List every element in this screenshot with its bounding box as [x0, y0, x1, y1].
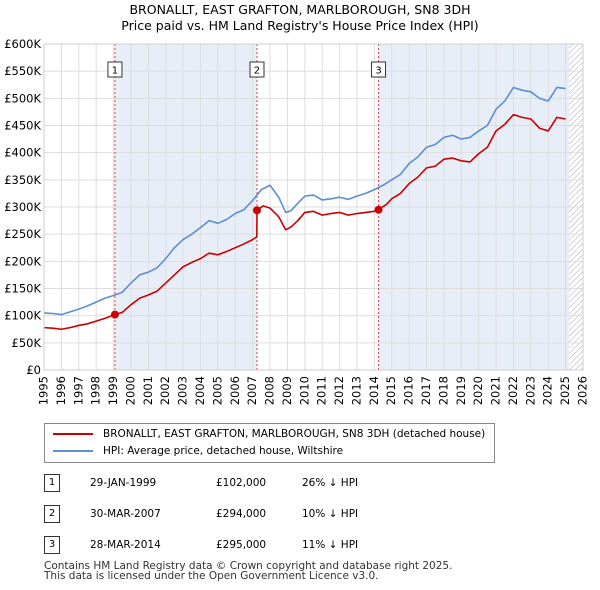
legend-swatch-hpi — [53, 450, 93, 452]
x-tick-label: 2006 — [228, 376, 242, 405]
x-tick-label: 2013 — [349, 376, 363, 405]
transaction-price: £294,000 — [216, 508, 267, 520]
footer-copyright: Contains HM Land Registry data © Crown c… — [44, 560, 453, 572]
y-tick-label: £300K — [4, 200, 41, 214]
legend-item-hpi: HPI: Average price, detached house, Wilt… — [53, 443, 343, 459]
x-tick-label: 2007 — [245, 376, 259, 405]
x-tick-label: 2008 — [263, 376, 277, 405]
x-tick-label: 2026 — [576, 376, 590, 405]
transaction-price: £102,000 — [216, 477, 267, 489]
x-tick-label: 1997 — [71, 376, 85, 405]
price-chart: 1 2 3 £0 £50K £100K £150K £200K £250K £300K £350K… — [4, 37, 590, 405]
legend: BRONALLT, EAST GRAFTON, MARLBOROUGH, SN8… — [44, 423, 495, 463]
y-tick-label: £50K — [12, 336, 42, 350]
transaction-marker-label: 2 — [254, 66, 260, 77]
legend-label-property: BRONALLT, EAST GRAFTON, MARLBOROUGH, SN8… — [103, 428, 486, 440]
x-tick-label: 2005 — [210, 376, 224, 405]
x-tick-label: 1998 — [89, 376, 103, 405]
y-tick-label: £150K — [4, 282, 41, 296]
x-tick-label: 2003 — [176, 376, 190, 405]
transaction-marker-box — [107, 61, 123, 78]
y-tick-label: £500K — [4, 91, 41, 105]
y-tick-label: £0 — [26, 363, 41, 377]
transaction-hpi-diff: 10% ↓ HPI — [302, 508, 359, 520]
transaction-point — [374, 205, 383, 214]
y-tick-label: £100K — [4, 309, 41, 323]
transaction-number: 1 — [44, 474, 60, 492]
transaction-marker-box — [371, 61, 387, 78]
x-tick-label: 2004 — [193, 376, 207, 405]
x-tick-label: 2011 — [315, 376, 329, 405]
y-tick-label: £250K — [4, 227, 41, 241]
transaction-date: 30-MAR-2007 — [90, 508, 161, 520]
x-tick-label: 2012 — [332, 376, 346, 405]
hpi-series-line — [43, 86, 566, 316]
y-tick-label: £200K — [4, 254, 41, 268]
x-tick-label: 2021 — [489, 376, 503, 405]
x-tick-label: 2001 — [141, 376, 155, 405]
y-tick-label: £350K — [4, 173, 41, 187]
transaction-point — [110, 310, 119, 319]
transaction-marker-label: 3 — [375, 66, 381, 77]
x-tick-label: 1996 — [54, 376, 68, 405]
x-tick-label: 2023 — [523, 376, 537, 405]
transaction-price: £295,000 — [216, 539, 267, 551]
legend-item-property: BRONALLT, EAST GRAFTON, MARLBOROUGH, SN8… — [53, 426, 485, 442]
y-tick-label: £450K — [4, 119, 41, 133]
x-tick-label: 2017 — [419, 376, 433, 405]
x-tick-label: 2016 — [402, 376, 416, 405]
transaction-number: 3 — [44, 536, 60, 554]
transaction-hpi-diff: 26% ↓ HPI — [302, 477, 359, 489]
legend-swatch-property — [53, 433, 93, 435]
x-tick-label: 1999 — [106, 376, 120, 405]
y-tick-label: £600K — [4, 37, 41, 51]
x-tick-label: 2018 — [436, 376, 450, 405]
x-tick-label: 2015 — [384, 376, 398, 405]
property-series-line — [43, 113, 566, 331]
x-tick-label: 2014 — [367, 376, 381, 405]
transaction-date: 29-JAN-1999 — [90, 477, 157, 489]
y-tick-label: £550K — [4, 64, 41, 78]
chart-subtitle: Price paid vs. HM Land Registry's House … — [121, 18, 479, 33]
footer-licence: This data is licensed under the Open Gov… — [44, 570, 379, 582]
transaction-marker-box — [249, 61, 265, 78]
x-tick-label: 2024 — [541, 376, 555, 405]
x-tick-label: 2002 — [158, 376, 172, 405]
legend-label-hpi: HPI: Average price, detached house, Wilt… — [103, 445, 344, 457]
x-tick-label: 2020 — [471, 376, 485, 405]
y-tick-label: £400K — [4, 146, 41, 160]
transaction-number: 2 — [44, 505, 60, 523]
x-tick-label: 2025 — [558, 376, 572, 405]
x-tick-label: 2000 — [123, 376, 137, 405]
x-tick-label: 2019 — [454, 376, 468, 405]
x-tick-label: 2010 — [297, 376, 311, 405]
transaction-marker-label: 1 — [112, 66, 118, 77]
plot-frame — [43, 43, 584, 371]
transaction-date: 28-MAR-2014 — [90, 539, 161, 551]
x-tick-label: 2009 — [280, 376, 294, 405]
transaction-hpi-diff: 11% ↓ HPI — [302, 539, 359, 551]
transaction-point — [252, 206, 261, 215]
x-tick-label: 2022 — [506, 376, 520, 405]
chart-title: BRONALLT, EAST GRAFTON, MARLBOROUGH, SN8… — [129, 2, 471, 17]
x-tick-label: 1995 — [37, 376, 51, 405]
